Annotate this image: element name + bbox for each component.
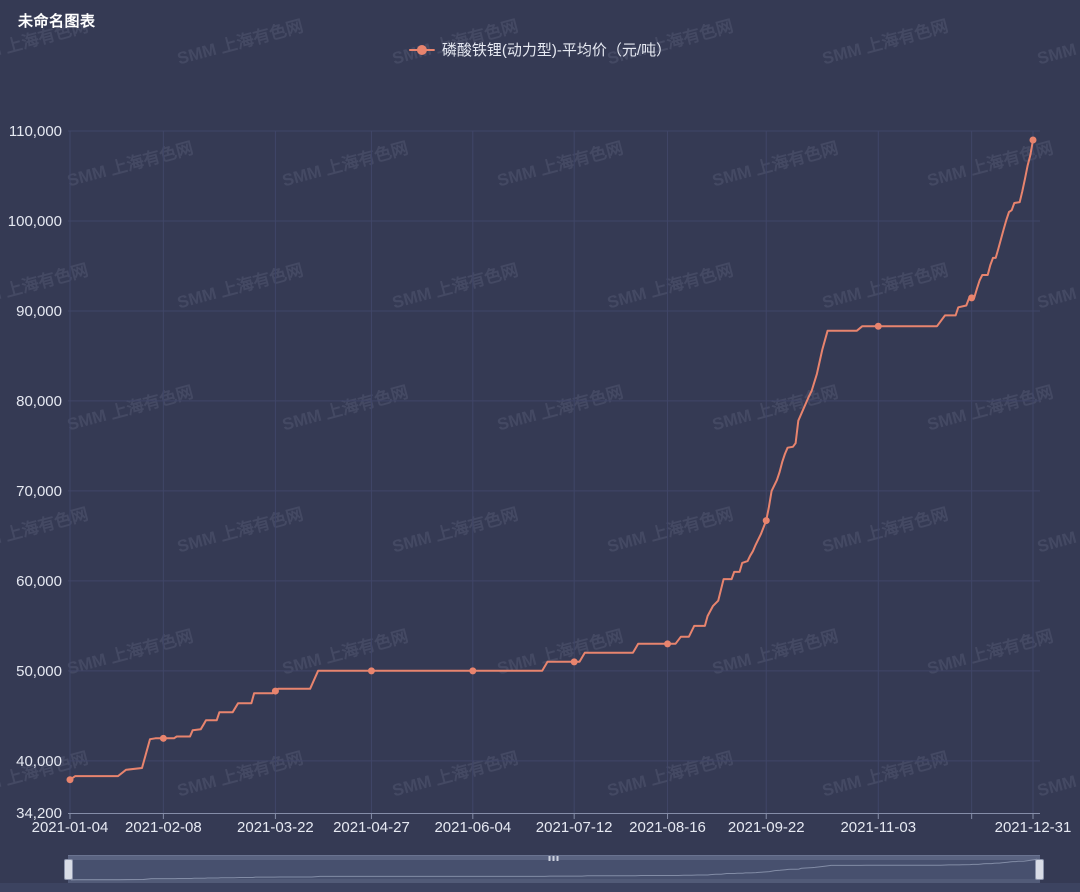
y-axis-label: 90,000 — [16, 303, 62, 320]
series-line — [69, 139, 1034, 781]
x-axis-label: 2021-11-03 — [840, 819, 916, 836]
datazoom-grip-icon[interactable] — [548, 856, 560, 861]
data-point-dot — [874, 322, 882, 330]
data-point-dot — [1029, 136, 1037, 144]
x-axis-label: 2021-07-12 — [536, 819, 613, 836]
data-point-dot — [367, 667, 375, 675]
y-axis-label: 80,000 — [16, 393, 62, 410]
legend-label: 磷酸铁锂(动力型)-平均价（元/吨） — [441, 42, 672, 59]
bottom-bar — [0, 883, 1080, 892]
data-point-dot — [66, 776, 74, 784]
y-axis-label: 40,000 — [16, 753, 62, 770]
x-axis-label: 2021-09-22 — [728, 819, 805, 836]
x-axis-label: 2021-06-04 — [434, 819, 511, 836]
data-point-dot — [570, 658, 578, 666]
datazoom-left-handle-icon[interactable] — [64, 859, 73, 880]
data-point-dot — [469, 667, 477, 675]
y-axis-label: 50,000 — [16, 663, 62, 680]
data-point-dot — [159, 734, 167, 742]
datazoom-slider[interactable] — [64, 855, 1044, 883]
legend-line-dot-icon — [408, 43, 435, 57]
chart-title: 未命名图表 — [18, 13, 96, 30]
x-axis-label: 2021-08-16 — [629, 819, 706, 836]
y-axis-label: 60,000 — [16, 573, 62, 590]
data-point-dot — [762, 517, 770, 525]
y-axis-label: 110,000 — [9, 123, 62, 140]
legend-item[interactable]: 磷酸铁锂(动力型)-平均价（元/吨） — [408, 39, 672, 60]
data-point-dot — [968, 294, 976, 302]
x-axis-label: 2021-02-08 — [125, 819, 202, 836]
y-axis-label: 34,200 — [16, 805, 62, 822]
data-shadow-line — [70, 858, 1038, 881]
x-axis-label: 2021-04-27 — [333, 819, 410, 836]
plot-area: 34,200 40,000 50,000 60,000 70,000 80,000 90,0… — [8, 123, 1072, 836]
datazoom-right-handle-icon[interactable] — [1035, 859, 1044, 880]
x-axis-label: 2021-03-22 — [237, 819, 314, 836]
data-point-dot — [271, 687, 279, 695]
x-axis-label: 2021-12-31 — [995, 819, 1072, 836]
y-axis-label: 70,000 — [16, 483, 62, 500]
x-axis-label: 2021-01-04 — [32, 819, 109, 836]
datazoom-data-shadow — [70, 858, 1038, 881]
data-point-dot — [664, 640, 672, 648]
y-axis-label: 100,000 — [8, 213, 62, 230]
